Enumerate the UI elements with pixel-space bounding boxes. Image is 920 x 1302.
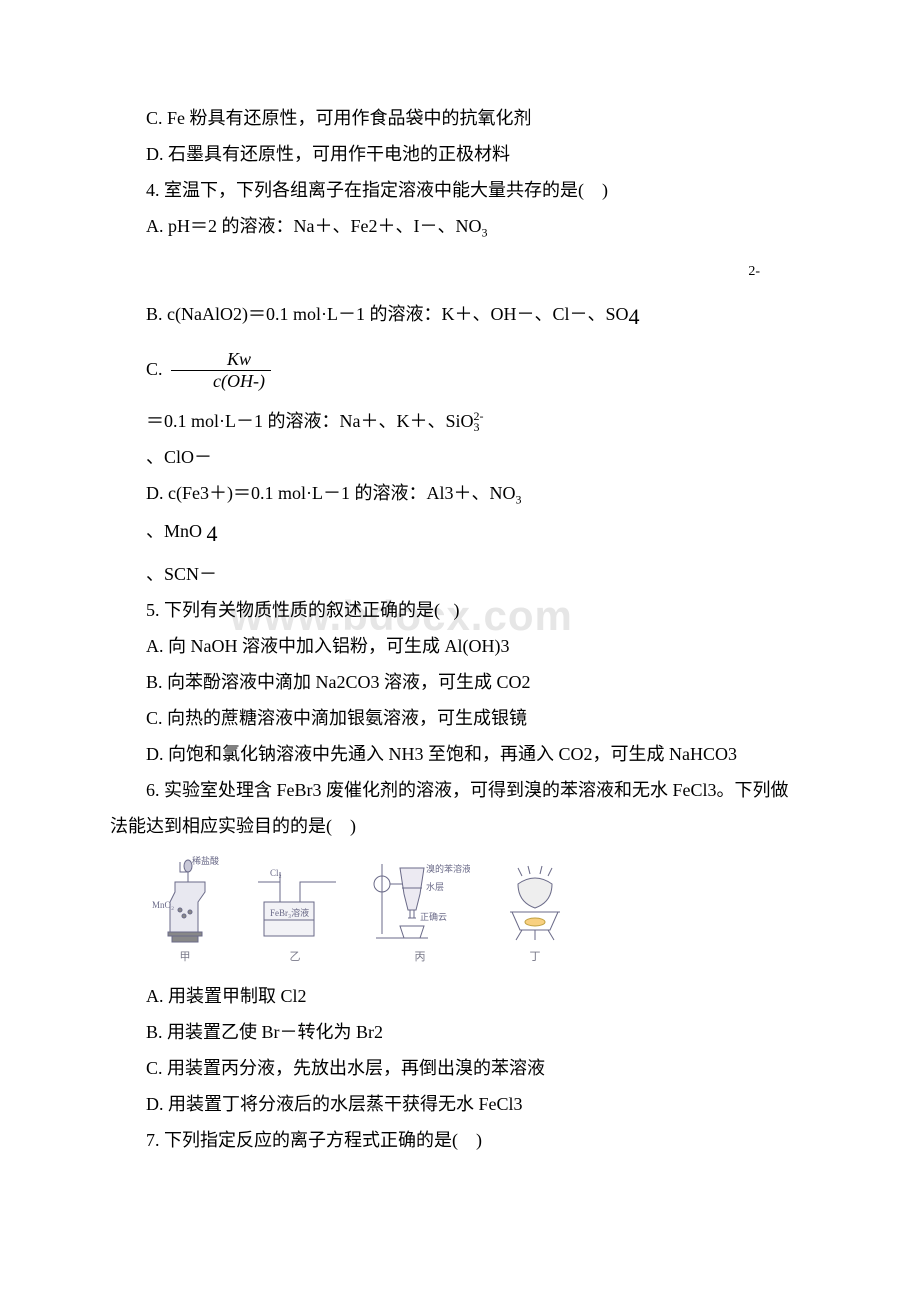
- apparatus-bing: 溴的苯溶液 水层 正确云 丙: [370, 854, 470, 968]
- q4-paren: ): [602, 180, 608, 200]
- ding-label: 丁: [530, 946, 541, 968]
- apparatus-yi-svg: Cl₂ FeBr₃溶液: [250, 864, 340, 944]
- q4a-text: A. pH＝2 的溶液：Na＋、Fe2＋、I－、NO: [146, 216, 481, 236]
- q4d-text: D. c(Fe3＋)＝0.1 mol·L－1 的溶液：Al3＋、NO: [146, 483, 515, 503]
- option-c-fe: C. Fe 粉具有还原性，可用作食品袋中的抗氧化剂: [110, 100, 820, 136]
- apparatus-jia-svg: 稀盐酸 MnO₂: [150, 854, 220, 944]
- q6-option-d: D. 用装置丁将分液后的水层蒸干获得无水 FeCl3: [110, 1086, 820, 1122]
- q6-text2: 法能达到相应实验目的的是(: [110, 816, 332, 836]
- q5-option-c: C. 向热的蔗糖溶液中滴加银氨溶液，可生成银镜: [110, 700, 820, 736]
- option-d-graphite: D. 石墨具有还原性，可用作干电池的正极材料: [110, 136, 820, 172]
- bing-bot-label: 正确云: [420, 911, 447, 922]
- q6-option-c: C. 用装置丙分液，先放出水层，再倒出溴的苯溶液: [110, 1050, 820, 1086]
- yi-mid-label: FeBr₃溶液: [270, 907, 309, 918]
- q4d-mno-sub: 4: [207, 521, 218, 546]
- apparatus-ding-svg: [500, 864, 570, 944]
- q6-paren: ): [350, 816, 356, 836]
- q4b-text: B. c(NaAlO2)＝0.1 mol·L－1 的溶液：K＋、OH－、Cl－、…: [146, 304, 628, 324]
- question-6-stem-line2: 法能达到相应实验目的的是( ): [110, 808, 820, 844]
- q4-option-c-line2: ＝0.1 mol·L－1 的溶液：Na＋、K＋、SiO2-3: [110, 403, 820, 440]
- question-4-stem: 4. 室温下，下列各组离子在指定溶液中能大量共存的是( ): [110, 172, 820, 208]
- apparatus-yi: Cl₂ FeBr₃溶液 乙: [250, 864, 340, 968]
- q7-text: 7. 下列指定反应的离子方程式正确的是(: [146, 1130, 458, 1150]
- fraction-num: Kw: [171, 349, 271, 372]
- fraction-den: c(OH-): [171, 371, 271, 393]
- q5-option-b: B. 向苯酚溶液中滴加 Na2CO3 溶液，可生成 CO2: [110, 664, 820, 700]
- q4c-text: ＝0.1 mol·L－1 的溶液：Na＋、K＋、SiO: [146, 411, 474, 431]
- q4d-mno: 、MnO: [146, 521, 202, 541]
- q5-text: 5. 下列有关物质性质的叙述正确的是(: [146, 600, 440, 620]
- q4c-prefix: C.: [146, 359, 167, 379]
- so4-charge: 2-: [748, 264, 760, 279]
- q4-option-c-line3: 、ClO－: [110, 439, 820, 475]
- apparatus-bing-svg: 溴的苯溶液 水层 正确云: [370, 854, 470, 944]
- q4-option-b: B. c(NaAlO2)＝0.1 mol·L－1 的溶液：K＋、OH－、Cl－、…: [110, 295, 820, 339]
- jia-top-label: 稀盐酸: [192, 855, 219, 866]
- jia-mid-label: MnO₂: [152, 900, 174, 910]
- yi-top-label: Cl₂: [270, 868, 282, 878]
- float-sup: 2-: [110, 265, 820, 285]
- q6-option-a: A. 用装置甲制取 Cl2: [110, 978, 820, 1014]
- q5-option-d: D. 向饱和氯化钠溶液中先通入 NH3 至饱和，再通入 CO2，可生成 NaHC…: [110, 736, 820, 772]
- bing-label: 丙: [415, 946, 426, 968]
- question-7-stem: 7. 下列指定反应的离子方程式正确的是( ): [110, 1122, 820, 1158]
- apparatus-ding: 丁: [500, 864, 570, 968]
- q4-option-d-line2: 、MnO 4: [110, 512, 820, 556]
- question-6-stem-line1: 6. 实验室处理含 FeBr3 废催化剂的溶液，可得到溴的苯溶液和无水 FeCl…: [110, 772, 820, 808]
- question-5-stem: 5. 下列有关物质性质的叙述正确的是( ): [110, 592, 820, 628]
- q4b-sub: 4: [628, 304, 639, 329]
- q6-option-b: B. 用装置乙使 Br－转化为 Br2: [110, 1014, 820, 1050]
- q4-option-a: A. pH＝2 的溶液：Na＋、Fe2＋、I－、NO3: [110, 208, 820, 245]
- figure-row: 稀盐酸 MnO₂ 甲 Cl₂ FeBr₃溶液 乙: [150, 854, 820, 968]
- q4a-sub: 3: [481, 226, 487, 240]
- bing-top-label: 溴的苯溶液: [426, 863, 470, 874]
- q4-option-d: D. c(Fe3＋)＝0.1 mol·L－1 的溶液：Al3＋、NO3: [110, 475, 820, 512]
- bing-mid-label: 水层: [426, 881, 444, 892]
- apparatus-jia: 稀盐酸 MnO₂ 甲: [150, 854, 220, 968]
- yi-label: 乙: [290, 946, 301, 968]
- q4-text: 4. 室温下，下列各组离子在指定溶液中能大量共存的是(: [146, 180, 584, 200]
- fraction: Kw c(OH-): [171, 349, 271, 393]
- q4-option-c-frac: C. Kw c(OH-): [110, 349, 820, 393]
- q4d-sub: 3: [515, 493, 521, 507]
- q4c-sub: 3: [474, 420, 480, 434]
- jia-label: 甲: [180, 946, 191, 968]
- q5-paren: ): [454, 600, 460, 620]
- q7-paren: ): [476, 1130, 482, 1150]
- page: C. Fe 粉具有还原性，可用作食品袋中的抗氧化剂 D. 石墨具有还原性，可用作…: [0, 0, 920, 1218]
